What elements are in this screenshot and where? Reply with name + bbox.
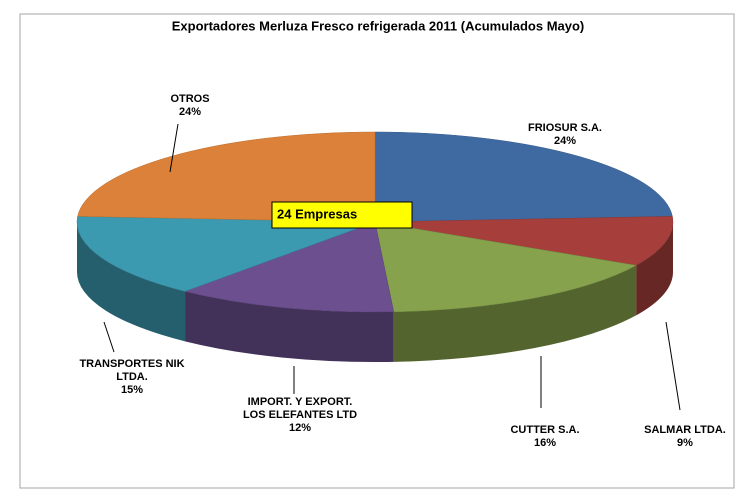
- slice-side: [393, 265, 637, 362]
- category-label: SALMAR LTDA.: [644, 424, 726, 436]
- slice: [184, 221, 395, 313]
- leader-line: [665, 321, 681, 411]
- slice-label: FRIOSUR S.A. 24%: [510, 122, 620, 148]
- slice: [374, 131, 673, 223]
- category-label: IMPORT. Y EXPORT. LOS ELEFANTES LTD: [242, 396, 358, 421]
- slice-side: [185, 291, 394, 362]
- category-label: OTROS: [170, 93, 210, 105]
- leader-line: [169, 123, 179, 173]
- leader-lines: [103, 123, 681, 411]
- pie: [76, 131, 674, 362]
- annotation-box: [271, 201, 413, 229]
- value-label: 24%: [178, 106, 202, 118]
- slice-side: [636, 222, 673, 316]
- slice: [77, 131, 376, 223]
- value-label: 12%: [288, 422, 312, 434]
- value-label: 24%: [553, 135, 577, 147]
- slice-side: [77, 222, 186, 342]
- category-label: TRANSPORTES NIK LTDA.: [79, 358, 185, 383]
- slice-label: CUTTER S.A. 16%: [490, 424, 600, 450]
- value-label: 15%: [120, 384, 144, 396]
- category-label: FRIOSUR S.A.: [528, 122, 602, 134]
- category-label: CUTTER S.A.: [510, 424, 580, 436]
- value-label: 9%: [677, 437, 693, 449]
- slice: [76, 216, 376, 292]
- slice: [374, 221, 637, 313]
- chart-title: Exportadores Merluza Fresco refrigerada …: [172, 18, 585, 33]
- slice-label: OTROS 24%: [150, 93, 230, 119]
- annotation: 24 Empresas: [277, 206, 357, 221]
- leader-line: [103, 321, 115, 353]
- slice: [374, 216, 674, 266]
- slice-label: TRANSPORTES NIK LTDA. 15%: [77, 358, 187, 397]
- value-label: 16%: [533, 437, 557, 449]
- slice-label: SALMAR LTDA. 9%: [630, 424, 739, 450]
- slice-label: IMPORT. Y EXPORT. LOS ELEFANTES LTD 12%: [235, 396, 365, 435]
